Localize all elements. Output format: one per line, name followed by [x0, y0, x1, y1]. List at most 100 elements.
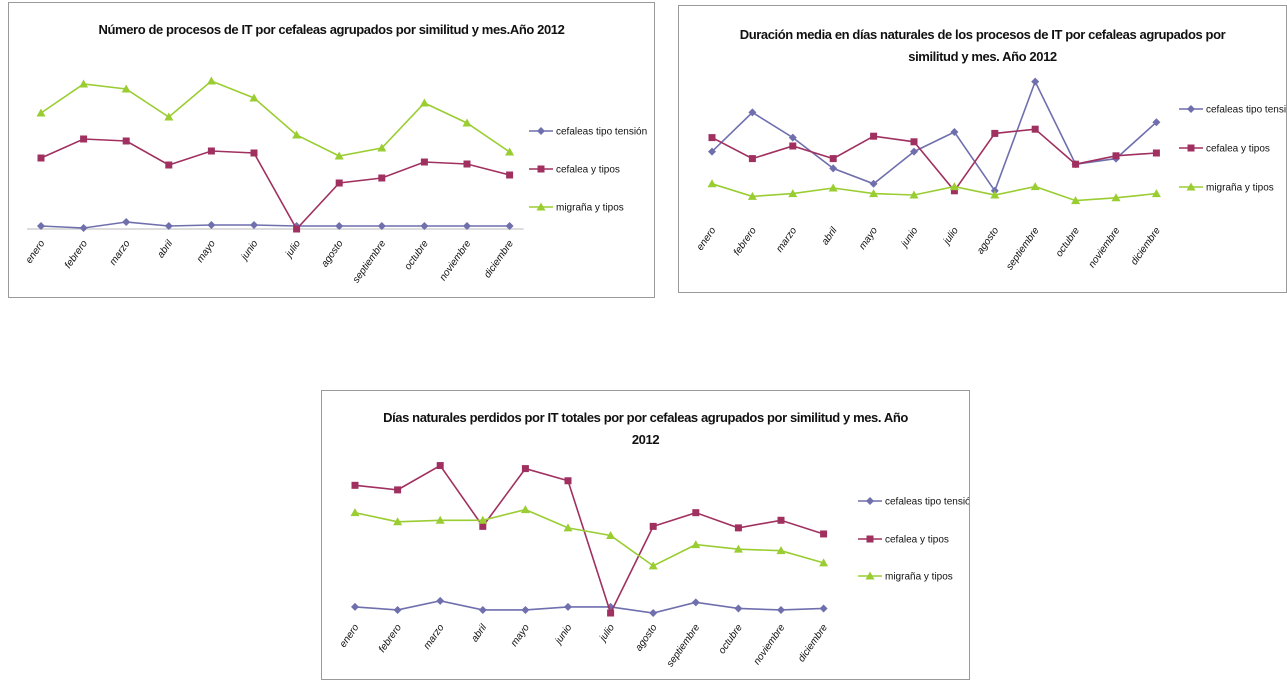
legend-label: cefaleas tipo tensión: [885, 497, 969, 508]
x-tick-label: noviembre: [752, 622, 788, 667]
point: [420, 222, 429, 230]
point: [206, 76, 216, 85]
point: [607, 609, 615, 617]
point: [520, 505, 530, 514]
point: [564, 477, 572, 485]
x-tick-label: octubre: [717, 622, 745, 656]
chart-title: Duración media en días naturales de los …: [739, 27, 1226, 64]
legend-marker: [537, 165, 545, 173]
point: [819, 558, 829, 567]
point: [1112, 152, 1120, 160]
x-tick-label: julio: [940, 225, 961, 248]
x-tick-label: febrero: [732, 225, 759, 258]
point: [748, 108, 757, 117]
point: [990, 190, 1000, 199]
legend-label: cefaleas tipo tensión: [556, 127, 647, 138]
point: [564, 602, 572, 611]
point: [733, 544, 743, 553]
point: [250, 149, 258, 157]
point: [121, 84, 131, 93]
x-tick-label: febrero: [377, 622, 404, 655]
point: [435, 515, 445, 524]
point: [478, 605, 487, 614]
x-tick-label: septiembre: [665, 622, 703, 669]
point: [829, 155, 837, 163]
legend-marker: [865, 571, 875, 580]
legend-label: cefalea y tipos: [1206, 144, 1270, 155]
point: [869, 179, 878, 188]
x-tick-label: marzo: [108, 238, 133, 267]
point: [79, 224, 88, 232]
legend-marker: [537, 127, 545, 135]
point: [393, 605, 402, 614]
point: [249, 93, 259, 102]
point: [351, 602, 359, 611]
point: [335, 179, 343, 187]
point: [788, 189, 798, 198]
point: [164, 112, 174, 121]
x-tick-label: junio: [552, 622, 575, 648]
point: [909, 190, 919, 199]
point: [521, 465, 529, 473]
point: [207, 221, 216, 229]
point: [1111, 193, 1121, 202]
legend-label: migraña y tipos: [1206, 183, 1274, 194]
point: [505, 147, 515, 156]
x-tick-label: abril: [469, 622, 489, 644]
x-tick-label: agosto: [319, 238, 345, 269]
point: [1072, 160, 1080, 168]
point: [377, 222, 386, 230]
point: [37, 154, 45, 162]
x-tick-label: diciembre: [482, 238, 516, 280]
x-tick-label: febrero: [63, 238, 90, 271]
point: [463, 160, 471, 168]
point: [377, 143, 387, 152]
series-line: [40, 138, 510, 231]
point: [691, 598, 700, 607]
point: [707, 179, 717, 188]
point: [1152, 149, 1160, 157]
point: [293, 225, 301, 233]
point: [950, 187, 958, 195]
point: [292, 130, 302, 139]
point: [828, 183, 838, 192]
x-tick-label: enero: [338, 622, 362, 650]
point: [869, 189, 879, 198]
point: [122, 218, 131, 226]
point: [776, 546, 786, 555]
series-line: [40, 221, 510, 229]
point: [36, 108, 46, 117]
point: [734, 524, 742, 532]
point: [788, 133, 797, 142]
point: [478, 515, 488, 524]
x-tick-label: marzo: [774, 225, 799, 254]
point: [521, 605, 530, 614]
series-line: [711, 128, 1157, 193]
series-line: [354, 600, 824, 614]
chart-frame: Días naturales perdidos por IT totales p…: [321, 390, 970, 680]
point: [777, 516, 785, 524]
x-tick-label: noviembre: [438, 238, 474, 283]
x-tick-label: septiembre: [1004, 225, 1042, 272]
point: [910, 147, 918, 156]
point: [164, 222, 173, 230]
x-tick-label: diciembre: [1129, 225, 1163, 267]
point: [691, 540, 701, 549]
legend-label: cefalea y tipos: [556, 165, 620, 176]
point: [378, 174, 386, 182]
chart: enero febrero marzo abril mayo junio julio agos…: [24, 76, 647, 285]
point: [820, 530, 828, 538]
point: [991, 129, 999, 137]
point: [436, 596, 445, 605]
point: [37, 222, 45, 230]
x-tick-label: noviembre: [1087, 225, 1123, 270]
point: [910, 138, 918, 146]
point: [1071, 196, 1081, 205]
x-tick-label: enero: [695, 225, 719, 253]
legend-marker: [1186, 182, 1196, 191]
x-tick-label: mayo: [509, 622, 532, 649]
point: [207, 147, 215, 155]
x-tick-label: diciembre: [796, 622, 830, 664]
legend-label: migraña y tipos: [556, 203, 624, 214]
chart-frame: Duración media en días naturales de los …: [678, 5, 1287, 293]
